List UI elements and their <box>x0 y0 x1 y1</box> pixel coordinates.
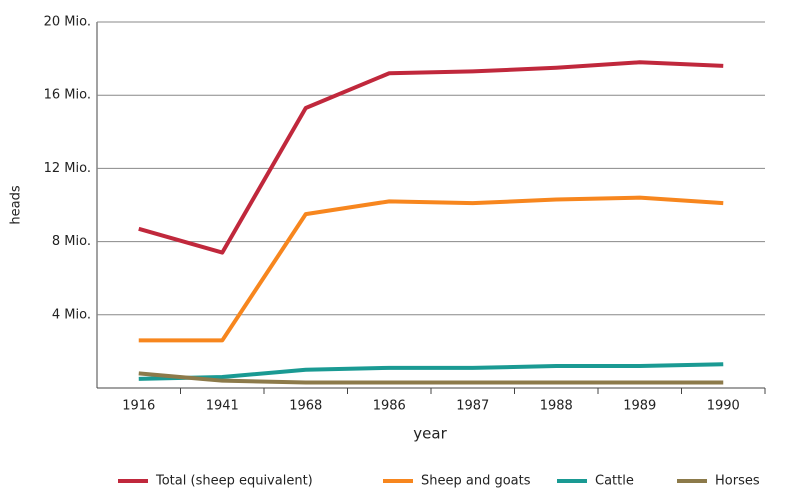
y-tick-label: 4 Mio. <box>52 307 91 322</box>
y-tick-label: 16 Mio. <box>44 88 91 103</box>
legend-label: Total (sheep equivalent) <box>155 474 313 489</box>
x-tick-label: 1986 <box>373 399 406 414</box>
x-tick-label: 1990 <box>707 399 740 414</box>
legend-label: Cattle <box>595 474 634 489</box>
line-series <box>138 371 724 385</box>
y-tick-label: 20 Mio. <box>44 15 91 30</box>
x-tick-label: 1916 <box>122 399 155 414</box>
x-tick-label: 1968 <box>289 399 322 414</box>
legend-label: Sheep and goats <box>421 474 531 489</box>
x-axis-label: year <box>413 425 447 443</box>
x-tick-label: 1989 <box>623 399 656 414</box>
y-tick-label: 12 Mio. <box>44 161 91 176</box>
x-tick-label: 1941 <box>206 399 239 414</box>
x-tick-label: 1988 <box>540 399 573 414</box>
legend-label: Horses <box>715 474 760 489</box>
y-axis-label: heads <box>9 185 24 224</box>
y-tick-label: 8 Mio. <box>52 234 91 249</box>
x-tick-label: 1987 <box>456 399 489 414</box>
line-series <box>138 60 724 255</box>
line-series <box>138 362 724 381</box>
line-series <box>138 195 724 343</box>
